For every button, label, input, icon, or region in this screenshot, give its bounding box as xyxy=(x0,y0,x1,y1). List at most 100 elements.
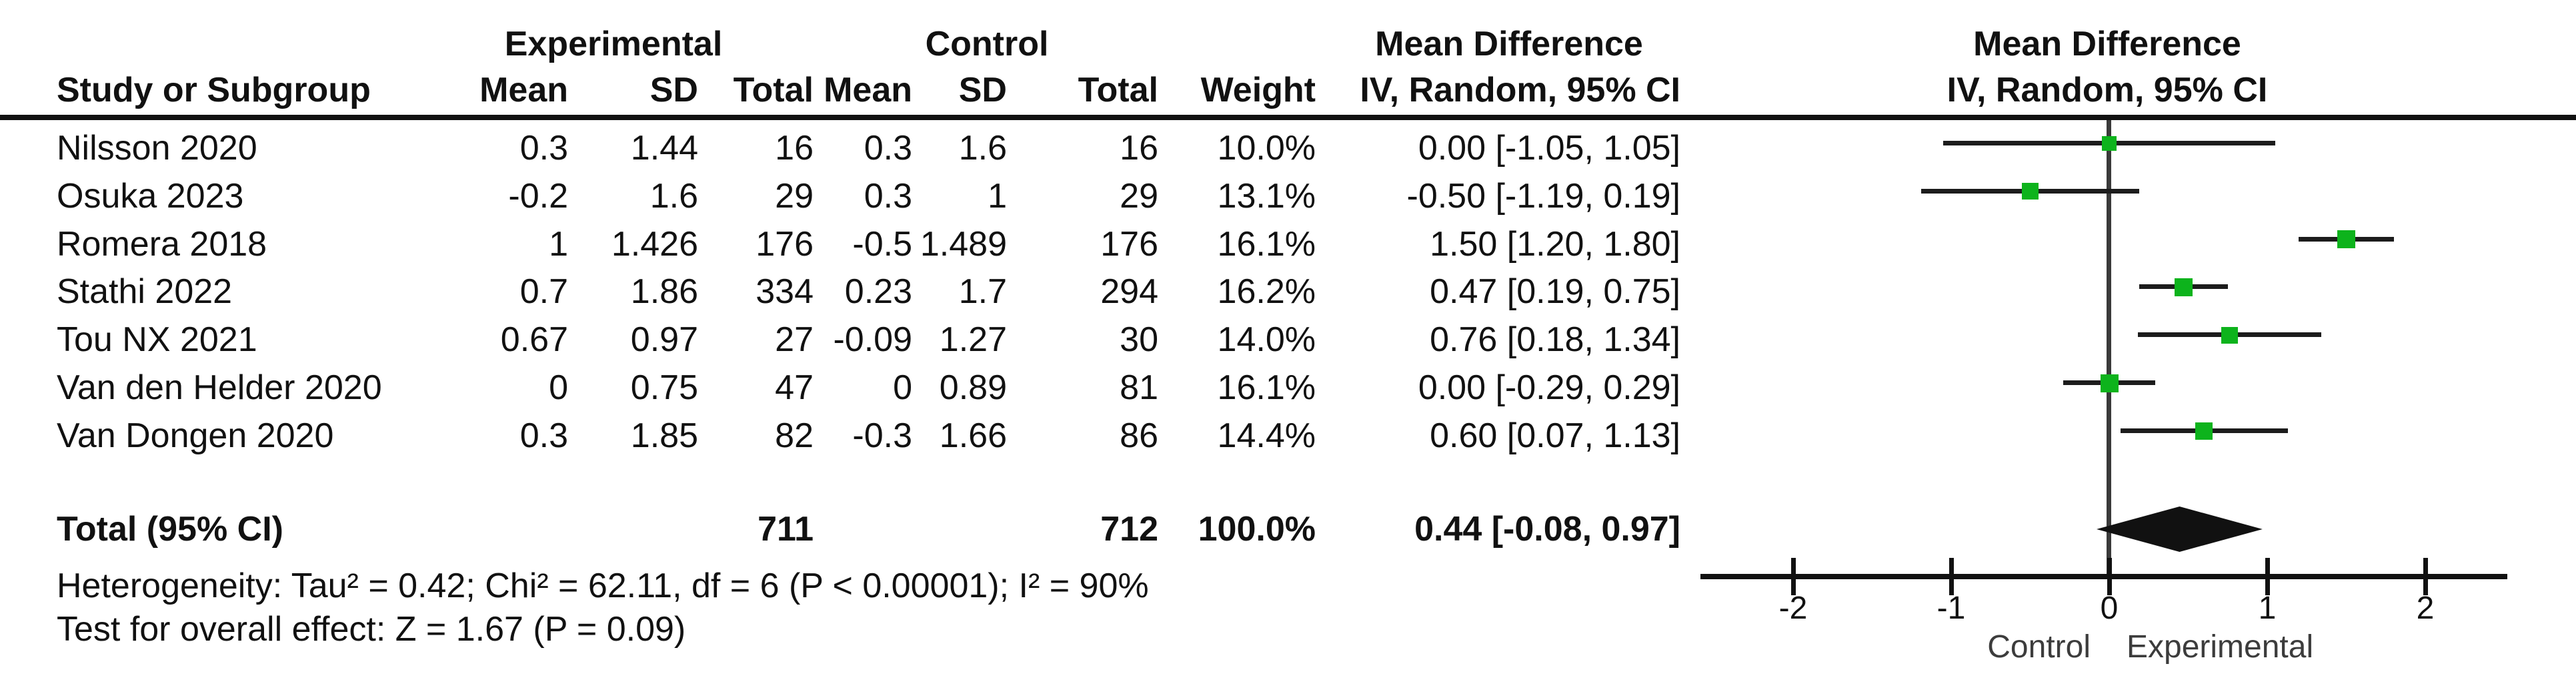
effect-marker xyxy=(2102,136,2117,151)
col-header-ci: IV, Random, 95% CI xyxy=(1360,71,1680,109)
exp-mean: 0.3 xyxy=(519,129,568,167)
ctrl-total: 16 xyxy=(1120,129,1158,167)
ctrl-mean: 0.3 xyxy=(864,129,912,167)
exp-mean: -0.2 xyxy=(508,177,568,216)
axis-tick-label: -1 xyxy=(1937,591,1966,626)
header-rule xyxy=(0,115,2576,120)
summary-diamond xyxy=(2097,506,2263,552)
weight: 14.0% xyxy=(1217,320,1316,359)
exp-sd: 1.85 xyxy=(630,416,698,455)
weight: 16.1% xyxy=(1217,368,1316,407)
exp-sd: 1.86 xyxy=(630,272,698,311)
exp-sd: 1.6 xyxy=(650,177,698,216)
axis-tick-label: 2 xyxy=(2416,591,2435,626)
ctrl-mean: 0.23 xyxy=(844,272,912,311)
ctrl-sd: 1.6 xyxy=(958,129,1007,167)
ci-text: -0.50 [-1.19, 0.19] xyxy=(1406,177,1681,216)
weight: 16.1% xyxy=(1217,225,1316,264)
exp-total: 47 xyxy=(775,368,814,407)
col-header-weight: Weight xyxy=(1200,71,1316,109)
heterogeneity-stats: Heterogeneity: Tau² = 0.42; Chi² = 62.11… xyxy=(57,567,1149,605)
study-name: Stathi 2022 xyxy=(57,272,233,311)
effect-marker xyxy=(2195,422,2213,440)
zero-line xyxy=(2107,120,2111,577)
ctrl-mean: -0.5 xyxy=(852,225,912,264)
axis-tick xyxy=(2265,558,2270,595)
ctrl-sd: 1.66 xyxy=(939,416,1007,455)
ctrl-total: 294 xyxy=(1100,272,1158,311)
weight: 14.4% xyxy=(1217,416,1316,455)
effect-marker xyxy=(2174,278,2193,296)
total-ci-text: 0.44 [-0.08, 0.97] xyxy=(1414,510,1680,549)
exp-sd: 0.75 xyxy=(630,368,698,407)
axis-label-control: Control xyxy=(1987,629,2091,665)
study-name: Nilsson 2020 xyxy=(57,129,257,167)
axis-tick-label: 1 xyxy=(2258,591,2277,626)
plot-header-subtitle: IV, Random, 95% CI xyxy=(1947,71,2268,109)
total-weight: 100.0% xyxy=(1198,510,1316,549)
ci-text: 0.76 [0.18, 1.34] xyxy=(1430,320,1680,359)
group-header-control: Control xyxy=(925,25,1049,63)
exp-sd: 1.44 xyxy=(630,129,698,167)
effect-marker xyxy=(2100,374,2119,392)
exp-total: 334 xyxy=(756,272,814,311)
axis-tick xyxy=(2107,558,2112,595)
effect-marker xyxy=(2221,326,2238,344)
ctrl-mean: 0 xyxy=(893,368,912,407)
exp-total: 27 xyxy=(775,320,814,359)
weight: 10.0% xyxy=(1217,129,1316,167)
exp-total: 29 xyxy=(775,177,814,216)
exp-sd: 1.426 xyxy=(611,225,698,264)
effect-marker xyxy=(2022,183,2039,200)
ctrl-sd: 1.7 xyxy=(958,272,1007,311)
study-name: Tou NX 2021 xyxy=(57,320,257,359)
col-header-exp-mean: Mean xyxy=(479,71,568,109)
ctrl-total: 81 xyxy=(1120,368,1158,407)
total-ctrl-total: 712 xyxy=(1100,510,1158,549)
study-name: Osuka 2023 xyxy=(57,177,244,216)
exp-mean: 0.3 xyxy=(519,416,568,455)
axis-label-experimental: Experimental xyxy=(2127,629,2314,665)
total-label: Total (95% CI) xyxy=(57,510,283,549)
axis-tick xyxy=(1949,558,1954,595)
exp-total: 82 xyxy=(775,416,814,455)
col-header-ctrl-sd: SD xyxy=(958,71,1007,109)
ctrl-mean: -0.3 xyxy=(852,416,912,455)
axis-line xyxy=(1700,574,2507,579)
study-name: Romera 2018 xyxy=(57,225,267,264)
ctrl-mean: 0.3 xyxy=(864,177,912,216)
study-name: Van Dongen 2020 xyxy=(57,416,334,455)
exp-mean: 1 xyxy=(549,225,568,264)
ctrl-total: 29 xyxy=(1120,177,1158,216)
ctrl-sd: 1.489 xyxy=(920,225,1007,264)
ctrl-total: 30 xyxy=(1120,320,1158,359)
axis-tick-label: 0 xyxy=(2100,591,2119,626)
study-name: Van den Helder 2020 xyxy=(57,368,382,407)
ci-text: 0.00 [-1.05, 1.05] xyxy=(1418,129,1680,167)
col-header-ctrl-mean: Mean xyxy=(824,71,912,109)
col-header-ctrl-total: Total xyxy=(1078,71,1158,109)
ci-text: 0.47 [0.19, 0.75] xyxy=(1430,272,1680,311)
plot-header-title: Mean Difference xyxy=(1973,25,2241,63)
exp-mean: 0.67 xyxy=(500,320,568,359)
ci-text: 0.60 [0.07, 1.13] xyxy=(1430,416,1680,455)
exp-total: 176 xyxy=(756,225,814,264)
exp-mean: 0 xyxy=(549,368,568,407)
col-header-exp-total: Total xyxy=(733,71,814,109)
weight: 13.1% xyxy=(1217,177,1316,216)
ctrl-sd: 1.27 xyxy=(939,320,1007,359)
ctrl-sd: 1 xyxy=(988,177,1007,216)
ctrl-mean: -0.09 xyxy=(833,320,912,359)
exp-sd: 0.97 xyxy=(630,320,698,359)
exp-total: 16 xyxy=(775,129,814,167)
ctrl-sd: 0.89 xyxy=(939,368,1007,407)
ci-text: 0.00 [-0.29, 0.29] xyxy=(1418,368,1680,407)
ctrl-total: 86 xyxy=(1120,416,1158,455)
ci-text: 1.50 [1.20, 1.80] xyxy=(1430,225,1680,264)
effect-marker xyxy=(2337,230,2355,249)
col-header-study: Study or Subgroup xyxy=(57,71,371,109)
axis-tick xyxy=(1791,558,1796,595)
weight: 16.2% xyxy=(1217,272,1316,311)
